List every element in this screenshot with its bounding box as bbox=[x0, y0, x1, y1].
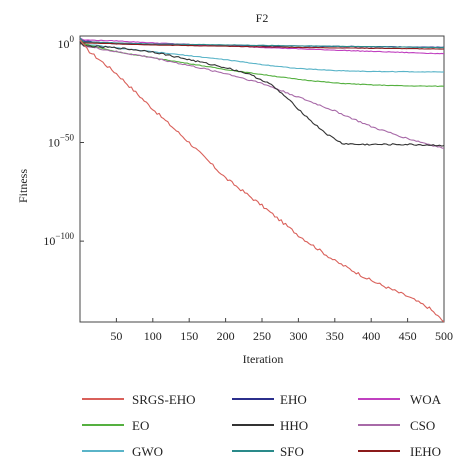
series-line-hho bbox=[79, 41, 445, 147]
legend-item: HHO bbox=[232, 418, 308, 433]
legend-item: CSO bbox=[358, 418, 435, 433]
series-line-cso bbox=[79, 39, 445, 149]
series-line-srgs-eho bbox=[79, 39, 445, 323]
series-line-sfo bbox=[79, 37, 444, 49]
x-tick-label: 200 bbox=[217, 329, 235, 343]
legend: SRGS-EHO EHO WOA EO HHO CSO GWO SFO IEHO bbox=[82, 392, 442, 459]
y-axis-label: Fitness bbox=[16, 169, 30, 203]
legend-label: CSO bbox=[410, 418, 435, 433]
series-line-ieho bbox=[79, 39, 445, 50]
x-tick-label: 250 bbox=[253, 329, 271, 343]
x-tick-label: 350 bbox=[326, 329, 344, 343]
legend-label: SRGS-EHO bbox=[132, 392, 196, 407]
legend-item: SFO bbox=[232, 444, 304, 459]
legend-item: EO bbox=[82, 418, 149, 433]
legend-label: EO bbox=[132, 418, 149, 433]
chart-title: F2 bbox=[256, 11, 269, 25]
y-tick-label: 100 bbox=[58, 34, 75, 51]
legend-label: EHO bbox=[280, 392, 307, 407]
legend-item: EHO bbox=[232, 392, 307, 407]
legend-item: WOA bbox=[358, 392, 442, 407]
legend-label: WOA bbox=[410, 392, 442, 407]
series-lines bbox=[79, 37, 445, 323]
legend-label: HHO bbox=[280, 418, 308, 433]
x-tick-label: 300 bbox=[289, 329, 307, 343]
x-tick-label: 100 bbox=[144, 329, 162, 343]
x-tick-label: 400 bbox=[362, 329, 380, 343]
legend-label: IEHO bbox=[410, 444, 441, 459]
x-tick-label: 150 bbox=[180, 329, 198, 343]
x-tick-label: 50 bbox=[110, 329, 122, 343]
legend-item: IEHO bbox=[358, 444, 441, 459]
y-tick-label: 10−100 bbox=[43, 231, 74, 248]
legend-label: SFO bbox=[280, 444, 304, 459]
x-tick-label: 450 bbox=[399, 329, 417, 343]
y-tick-label: 10−50 bbox=[48, 133, 75, 150]
legend-item: SRGS-EHO bbox=[82, 392, 196, 407]
legend-item: GWO bbox=[82, 444, 163, 459]
x-tick-label: 500 bbox=[435, 329, 453, 343]
x-axis-label: Iteration bbox=[243, 352, 284, 366]
axis-ticks: 50 100 150 200 250 300 350 400 450 500 100 10−50 10−… bbox=[43, 34, 453, 343]
series-line-woa bbox=[79, 37, 445, 55]
legend-label: GWO bbox=[132, 444, 163, 459]
